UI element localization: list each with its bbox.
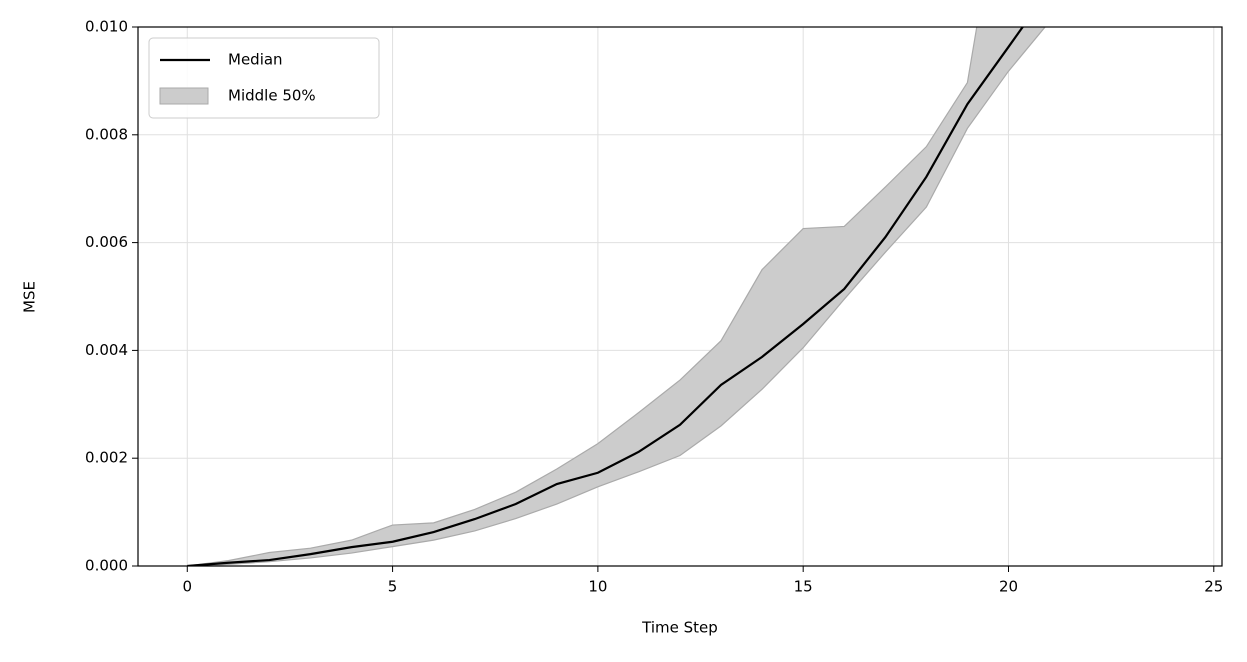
y-axis-label: MSE	[21, 281, 39, 313]
band-area	[187, 27, 1046, 566]
y-tick-label: 0.004	[85, 341, 128, 359]
x-tick-label: 5	[388, 578, 398, 596]
x-axis-label: Time Step	[641, 619, 718, 637]
y-tick-label: 0.002	[85, 449, 128, 467]
x-tick-label: 10	[588, 578, 607, 596]
legend-label: Median	[228, 51, 283, 69]
x-tick-label: 15	[794, 578, 813, 596]
x-tick-label: 25	[1204, 578, 1223, 596]
legend-label: Middle 50%	[228, 87, 316, 105]
x-tick-label: 0	[182, 578, 192, 596]
y-tick-label: 0.000	[85, 557, 128, 575]
legend-patch	[159, 87, 209, 105]
x-tick-label: 20	[999, 578, 1018, 596]
y-tick-label: 0.010	[85, 18, 128, 36]
y-tick-label: 0.006	[85, 233, 128, 251]
line-series	[187, 27, 1025, 566]
plot-area	[187, 27, 1046, 566]
y-tick-label: 0.008	[85, 125, 128, 143]
plot-frame	[137, 26, 1223, 567]
